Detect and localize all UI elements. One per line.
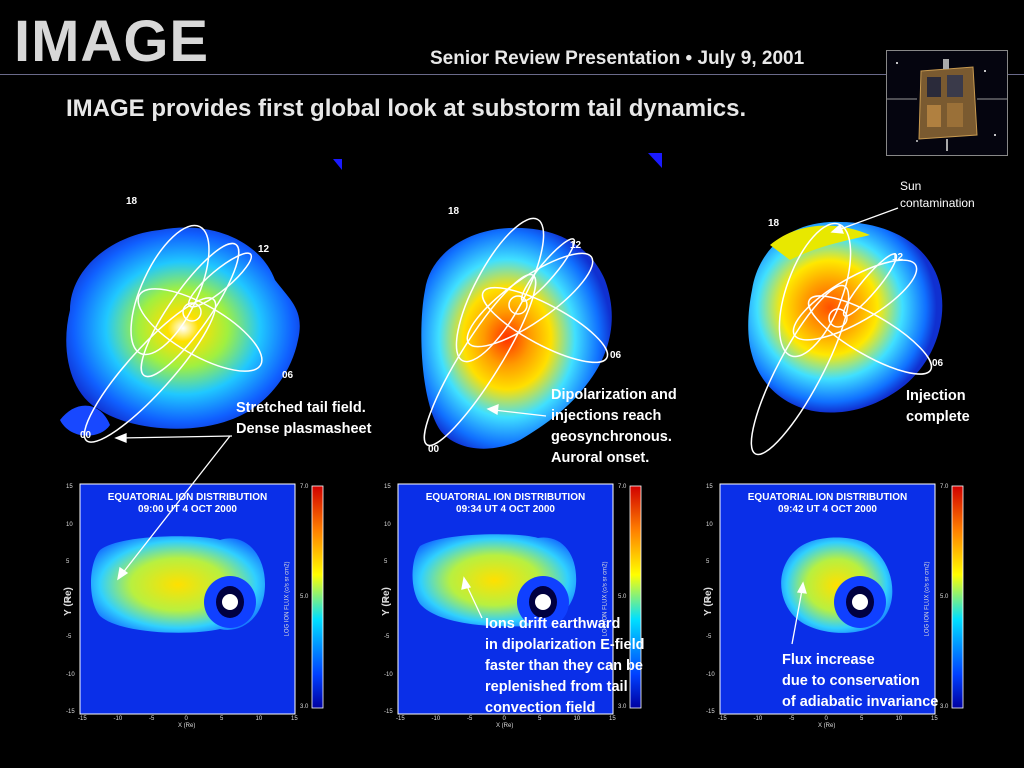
x-tick-label: 10 <box>573 716 581 722</box>
y-tick-label: 15 <box>706 484 713 490</box>
x-tick-label: 0 <box>502 716 506 722</box>
earth-marker <box>535 594 551 610</box>
y-tick-label: -5 <box>706 634 712 640</box>
y-tick-label: 10 <box>384 521 391 528</box>
x-tick-label: 10 <box>895 716 903 722</box>
x-tick-label: -15 <box>718 716 727 722</box>
x-tick-label: 5 <box>860 716 864 722</box>
x-axis-label: X (Re) <box>178 723 196 729</box>
y-tick-label: -15 <box>384 709 393 715</box>
slide-headline: IMAGE provides first global look at subs… <box>66 95 747 122</box>
colorbar-label: LOG ION FLUX (c/s sr cm2) <box>924 561 931 637</box>
mlt-00-label-2: 00 <box>428 444 440 455</box>
x-axis-label: X (Re) <box>496 723 514 729</box>
y-axis-label: Y (Re) <box>62 587 74 616</box>
y-tick-label: -10 <box>66 671 75 678</box>
colorbar-tick-label: 7.0 <box>300 484 309 490</box>
plot-title: EQUATORIAL ION DISTRIBUTION 09:00 UT 4 O… <box>107 492 268 515</box>
y-tick-label: 15 <box>66 484 73 490</box>
x-tick-label: 0 <box>824 716 828 722</box>
flux-increase-note: Flux increase due to conservation of adi… <box>782 652 939 710</box>
x-axis-label: X (Re) <box>818 723 836 729</box>
ion-plot-1: EQUATORIAL ION DISTRIBUTION 09:00 UT 4 O… <box>60 478 324 729</box>
x-tick-label: 15 <box>931 716 938 722</box>
y-tick-label: 5 <box>66 559 70 565</box>
colorbar <box>951 485 964 709</box>
colorbar-tick-label: 3.0 <box>940 704 949 710</box>
ion-plot-3: EQUATORIAL ION DISTRIBUTION 09:42 UT 4 O… <box>700 478 964 729</box>
x-tick-label: -15 <box>396 716 405 722</box>
colorbar-tick-label: 7.0 <box>618 484 627 490</box>
x-tick-label: -5 <box>149 716 155 722</box>
mlt-06-label: 06 <box>282 370 294 381</box>
ion-plot-2: EQUATORIAL ION DISTRIBUTION 09:34 UT 4 O… <box>378 478 642 729</box>
y-tick-label: 10 <box>706 521 713 528</box>
x-tick-label: 15 <box>291 716 298 722</box>
mlt-06-label-3: 06 <box>932 358 944 369</box>
presentation-subtitle: Senior Review Presentation • July 9, 200… <box>430 48 805 69</box>
y-tick-label: -15 <box>66 709 75 715</box>
x-tick-label: 5 <box>538 716 542 722</box>
x-tick-label: 10 <box>255 716 263 722</box>
y-tick-label: 10 <box>66 521 73 528</box>
y-tick-label: -10 <box>384 671 393 678</box>
y-tick-label: 15 <box>384 484 391 490</box>
mlt-18-label: 18 <box>126 196 138 207</box>
y-tick-label: 0 <box>384 596 388 603</box>
plot-title: EQUATORIAL ION DISTRIBUTION 09:34 UT 4 O… <box>425 492 586 515</box>
y-tick-label: 0 <box>706 596 710 603</box>
dipolarization-note: Dipolarization and injections reach geos… <box>551 387 677 466</box>
y-axis-label: Y (Re) <box>380 587 392 616</box>
auroral-blob-1 <box>66 227 300 429</box>
y-tick-label: 0 <box>66 596 70 603</box>
colorbar <box>629 485 642 709</box>
mlt-12-label-3: 12 <box>892 252 904 263</box>
mlt-18-label-2: 18 <box>448 206 460 217</box>
header-divider <box>0 74 1024 75</box>
mlt-12-label: 12 <box>258 244 270 255</box>
auroral-images: 18 12 06 00 18 12 06 00 18 12 06 <box>60 153 944 456</box>
mlt-06-label-2: 06 <box>610 350 622 361</box>
y-tick-label: -10 <box>706 671 715 678</box>
mlt-12-label-2: 12 <box>570 240 582 251</box>
colorbar-label: LOG ION FLUX (c/s sr cm2) <box>284 561 291 637</box>
colorbar <box>311 485 324 709</box>
mlt-00-label: 00 <box>80 430 92 441</box>
sun-contamination-note: Sun contamination <box>900 179 975 210</box>
colorbar-tick-label: 5.0 <box>300 594 309 600</box>
x-tick-label: -10 <box>753 716 763 722</box>
x-tick-label: 15 <box>609 716 616 722</box>
stretched-tail-note: Stretched tail field. Dense plasmasheet <box>236 400 372 437</box>
earth-marker <box>222 594 238 610</box>
y-tick-label: -5 <box>384 634 390 640</box>
mlt-18-label-3: 18 <box>768 218 780 229</box>
image-logo: IMAGE <box>14 9 210 74</box>
colorbar-tick-label: 5.0 <box>618 594 627 600</box>
colorbar-tick-label: 3.0 <box>300 704 309 710</box>
x-tick-label: -10 <box>431 716 441 722</box>
colorbar-tick-label: 5.0 <box>940 594 949 600</box>
ions-drift-note: Ions drift earthward in dipolarization E… <box>485 616 645 716</box>
colorbar-tick-label: 7.0 <box>940 484 949 490</box>
x-tick-label: 0 <box>184 716 188 722</box>
y-tick-label: 5 <box>706 559 710 565</box>
x-tick-label: -15 <box>78 716 87 722</box>
x-tick-label: -5 <box>789 716 795 722</box>
spacecraft-image <box>886 50 1008 156</box>
y-tick-label: 5 <box>384 559 388 565</box>
colorbar-tick-label: 3.0 <box>618 704 627 710</box>
x-tick-label: -5 <box>467 716 473 722</box>
y-axis-label: Y (Re) <box>702 587 714 616</box>
x-tick-label: -10 <box>113 716 123 722</box>
y-tick-label: -5 <box>66 634 72 640</box>
auroral-blob-2 <box>421 227 612 449</box>
plot-title: EQUATORIAL ION DISTRIBUTION 09:42 UT 4 O… <box>747 492 908 515</box>
x-tick-label: 5 <box>220 716 224 722</box>
injection-complete-note: Injection complete <box>906 388 970 425</box>
y-tick-label: -15 <box>706 709 715 715</box>
earth-marker <box>852 594 868 610</box>
